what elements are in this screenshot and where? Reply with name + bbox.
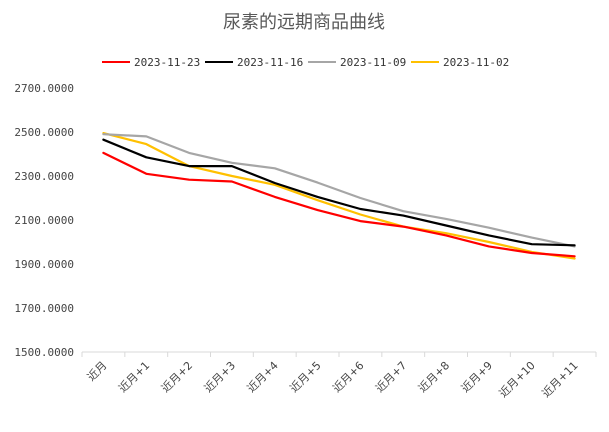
y-tick-label: 2500.0000: [14, 126, 74, 139]
series-lines: [102, 132, 576, 260]
x-tick-label: 近月+1: [116, 359, 152, 395]
x-tick-label: 近月+4: [245, 359, 281, 395]
x-tick-label: 近月+9: [459, 359, 495, 395]
x-tick-label: 近月+2: [159, 359, 195, 395]
x-tick-label: 近月+11: [540, 359, 581, 400]
y-tick-label: 1500.0000: [14, 346, 74, 359]
y-tick-label: 2300.0000: [14, 170, 74, 183]
x-tick-label: 近月+3: [202, 359, 238, 395]
x-tick-label: 近月+6: [330, 359, 366, 395]
y-tick-label: 2100.0000: [14, 214, 74, 227]
y-tick-label: 1700.0000: [14, 302, 74, 315]
legend-label: 2023-11-16: [237, 56, 303, 69]
x-tick-label: 近月+7: [373, 359, 409, 395]
legend-label: 2023-11-02: [443, 56, 509, 69]
y-tick-label: 1900.0000: [14, 258, 74, 271]
x-tick-label: 近月+10: [497, 359, 538, 400]
y-tick-label: 2700.0000: [14, 82, 74, 95]
legend-label: 2023-11-23: [134, 56, 200, 69]
series-line-2023-11-02: [102, 132, 576, 260]
legend: 2023-11-23 2023-11-16 2023-11-09 2023-11-02: [102, 56, 509, 69]
legend-label: 2023-11-09: [340, 56, 406, 69]
x-tick-label: 近月+5: [287, 359, 323, 395]
series-line-2023-11-09: [102, 133, 576, 248]
series-line-2023-11-23: [102, 151, 576, 258]
x-axis-ticks: 近月 近月+1 近月+2 近月+3 近月+4 近月+5 近月+6 近月+7 近月+8 近月+9 近月…: [81, 352, 597, 400]
x-tick-label: 近月+8: [416, 359, 452, 395]
series-line-2023-11-16: [102, 138, 576, 247]
chart-title: 尿素的远期商品曲线: [223, 12, 385, 33]
y-axis-ticks: 1500.0000 1700.0000 1900.0000 2100.0000 2300…: [14, 82, 74, 359]
x-tick-label: 近月: [85, 359, 110, 384]
